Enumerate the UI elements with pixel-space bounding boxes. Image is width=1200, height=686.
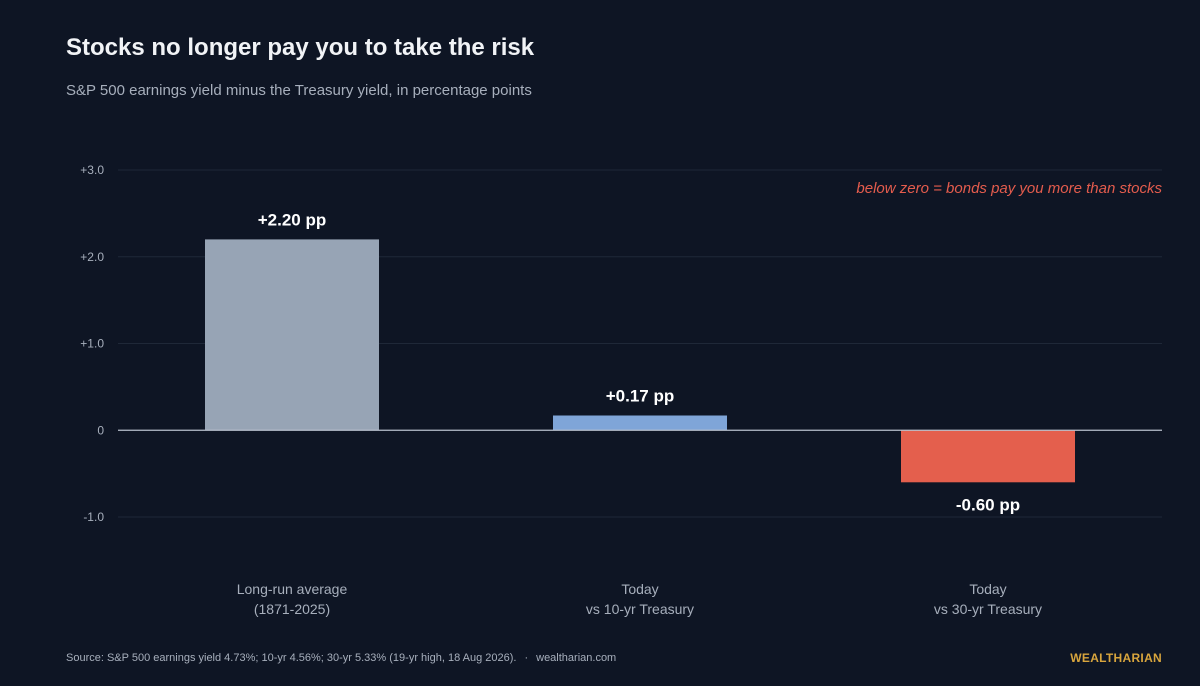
brand-logo: WEALTHARIAN: [1070, 651, 1162, 665]
x-category-label: vs 10-yr Treasury: [586, 601, 694, 617]
source-note: Source: S&P 500 earnings yield 4.73%; 10…: [66, 652, 616, 664]
y-tick-label: +3.0: [80, 163, 104, 177]
source-text: Source: S&P 500 earnings yield 4.73%; 10…: [66, 652, 517, 664]
chart-title: Stocks no longer pay you to take the ris…: [66, 34, 535, 61]
y-tick-label: +1.0: [80, 337, 104, 351]
x-category-label: Long-run average: [237, 581, 348, 597]
x-category-label: vs 30-yr Treasury: [934, 601, 1042, 617]
data-label: +2.20 pp: [258, 210, 327, 229]
data-label: +0.17 pp: [606, 387, 675, 406]
y-tick-label: +2.0: [80, 250, 104, 264]
x-category-label: Today: [621, 581, 658, 597]
source-site-link[interactable]: wealtharian.com: [536, 652, 617, 664]
x-category-label: (1871-2025): [254, 601, 330, 617]
chart-annotation: below zero = bonds pay you more than sto…: [856, 180, 1162, 197]
bar: [553, 415, 727, 431]
chart-subtitle: S&P 500 earnings yield minus the Treasur…: [66, 82, 532, 99]
bar: [901, 430, 1075, 483]
y-tick-label: 0: [97, 423, 104, 437]
source-separator: ·: [524, 652, 529, 664]
x-category-label: Today: [969, 581, 1006, 597]
bar: [205, 239, 379, 431]
y-tick-label: -1.0: [83, 510, 104, 524]
data-label: -0.60 pp: [956, 495, 1020, 514]
